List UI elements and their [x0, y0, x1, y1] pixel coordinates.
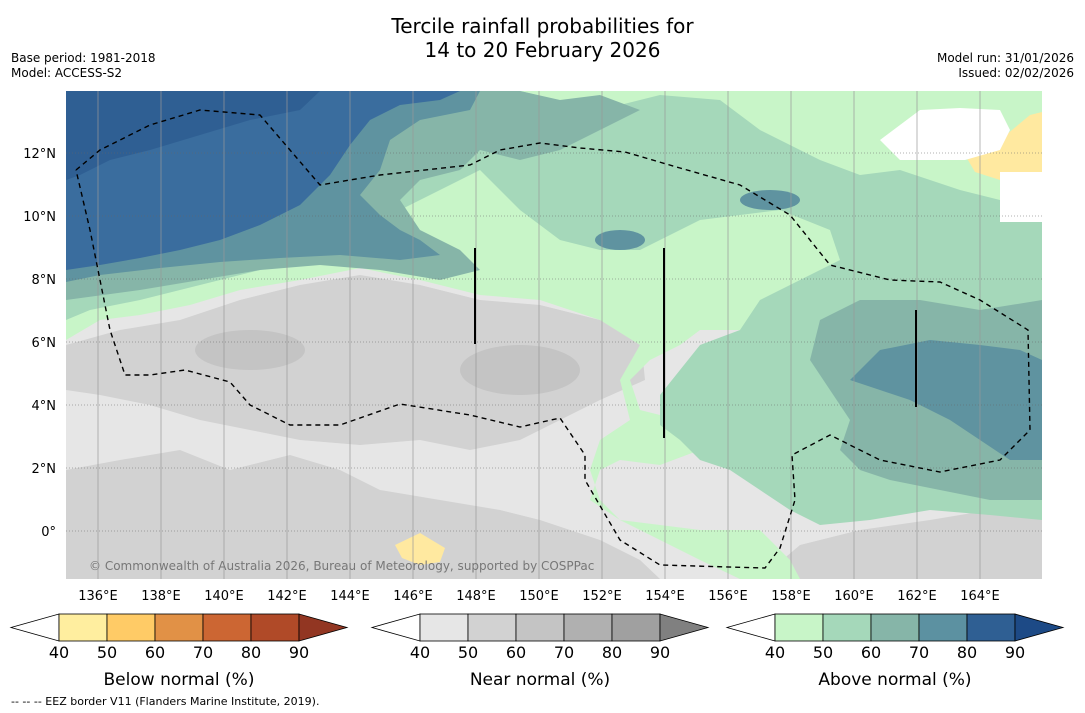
lat-label: 0°	[41, 525, 56, 540]
map-title: Tercile rainfall probabilities for 14 to…	[0, 14, 1085, 62]
no-dominant-patch	[880, 108, 1010, 160]
colorbar-tick: 50	[97, 643, 117, 662]
colorbar-0: 40 50 60 70 80 90 Below normal (%)	[9, 613, 349, 690]
lon-label: 152°E	[582, 589, 622, 604]
colorbar-tick: 70	[909, 643, 929, 662]
colorbar-min-extend	[9, 613, 60, 642]
colorbar-segment	[250, 613, 300, 642]
meridians	[97, 91, 981, 579]
lon-label: 142°E	[267, 589, 307, 604]
lon-label: 154°E	[645, 589, 685, 604]
lon-label: 162°E	[897, 589, 937, 604]
lon-label: 140°E	[204, 589, 244, 604]
map-fields	[66, 91, 1042, 579]
eez-border	[75, 109, 1031, 569]
colorbar-max-extend	[659, 613, 710, 642]
colorbar-1: 40 50 60 70 80 90 Near normal (%)	[370, 613, 710, 690]
lon-label: 156°E	[708, 589, 748, 604]
colorbar-tick: 90	[1005, 643, 1025, 662]
lon-label: 148°E	[456, 589, 496, 604]
colorbar-tick: 90	[289, 643, 309, 662]
eez-legend-note: -- -- -- EEZ border V11 (Flanders Marine…	[11, 695, 320, 708]
lat-label: 2°N	[32, 462, 57, 477]
colorbar-segment	[106, 613, 156, 642]
colorbar-min-extend	[725, 613, 776, 642]
colorbar-segment	[611, 613, 661, 642]
latitude-labels: 12°N 10°N 8°N 6°N 4°N 2°N 0°	[23, 147, 56, 540]
colorbar-tick: 90	[650, 643, 670, 662]
below-normal-50-patch	[395, 533, 445, 565]
lat-label: 10°N	[23, 210, 56, 225]
below-normal-50-patch	[965, 112, 1042, 180]
lon-label: 164°E	[960, 589, 1000, 604]
meta-right: Model run: 31/01/2026 Issued: 02/02/2026	[937, 51, 1074, 81]
colorbar-tick: 60	[506, 643, 526, 662]
above-normal-80-core	[66, 91, 320, 180]
colorbar-title: Near normal (%)	[470, 670, 610, 690]
colorbar-segment	[202, 613, 252, 642]
lat-label: 4°N	[32, 399, 57, 414]
meta-left: Base period: 1981-2018 Model: ACCESS-S2	[11, 51, 156, 81]
colorbar-tick: 60	[145, 643, 165, 662]
colorbar-min-extend	[370, 613, 421, 642]
lon-label: 138°E	[141, 589, 181, 604]
colorbar-tick: 50	[813, 643, 833, 662]
colorbar-tick: 40	[765, 643, 785, 662]
colorbar-2: 40 50 60 70 80 90 Above normal (%)	[725, 613, 1065, 690]
near-normal-50-east	[760, 505, 1042, 579]
lat-label: 12°N	[23, 147, 56, 162]
colorbar-title: Above normal (%)	[818, 670, 971, 690]
colorbar-segment	[870, 613, 920, 642]
colorbar-tick: 70	[554, 643, 574, 662]
colorbar-tick: 40	[49, 643, 69, 662]
above-normal-70-east	[850, 340, 1042, 460]
lon-label: 146°E	[393, 589, 433, 604]
colorbar-title: Below normal (%)	[104, 670, 255, 690]
lat-label: 8°N	[32, 273, 57, 288]
colorbar-segment	[58, 613, 108, 642]
graticule	[66, 152, 1042, 532]
colorbar-segment	[822, 613, 872, 642]
colorbar-tick: 80	[241, 643, 261, 662]
colorbars: 40 50 60 70 80 90 Below normal (%) 40 50 60 70 80 90…	[9, 613, 1065, 690]
issued-date: Issued: 02/02/2026	[958, 66, 1074, 80]
colorbar-tick: 70	[193, 643, 213, 662]
lon-label: 136°E	[78, 589, 118, 604]
above-normal-70-patch	[740, 190, 800, 210]
colorbar-segment	[966, 613, 1016, 642]
longitude-labels: 136°E 138°E 140°E 142°E 144°E 146°E 148°E 150°E…	[78, 589, 1000, 604]
colorbar-tick: 40	[410, 643, 430, 662]
colorbar-max-extend	[298, 613, 349, 642]
lon-label: 150°E	[519, 589, 559, 604]
near-normal-60-patch	[460, 345, 580, 395]
title-line-1: Tercile rainfall probabilities for	[391, 14, 694, 38]
copyright-notice: © Commonwealth of Australia 2026, Bureau…	[89, 559, 594, 573]
model-run: Model run: 31/01/2026	[936, 51, 1074, 65]
colorbar-max-extend	[1014, 613, 1065, 642]
lon-label: 144°E	[330, 589, 370, 604]
near-normal-60-patch	[195, 330, 305, 370]
colorbar-segment	[154, 613, 204, 642]
model-name: Model: ACCESS-S2	[11, 66, 123, 80]
lat-label: 6°N	[32, 336, 57, 351]
colorbar-segment	[563, 613, 613, 642]
no-dominant-patch	[1000, 172, 1042, 222]
colorbar-segment	[918, 613, 968, 642]
colorbar-segment	[774, 613, 824, 642]
colorbar-tick: 80	[957, 643, 977, 662]
colorbar-tick: 50	[458, 643, 478, 662]
colorbar-tick: 80	[602, 643, 622, 662]
base-period: Base period: 1981-2018	[11, 51, 156, 65]
colorbar-segment	[467, 613, 517, 642]
above-normal-70-patch	[595, 230, 645, 250]
colorbar-segment	[515, 613, 565, 642]
near-normal-50-south	[66, 450, 660, 579]
lon-label: 160°E	[834, 589, 874, 604]
colorbar-segment	[419, 613, 469, 642]
colorbar-tick: 60	[861, 643, 881, 662]
near-normal-50-region	[66, 275, 645, 450]
title-line-2: 14 to 20 February 2026	[424, 38, 661, 62]
lon-label: 158°E	[771, 589, 811, 604]
